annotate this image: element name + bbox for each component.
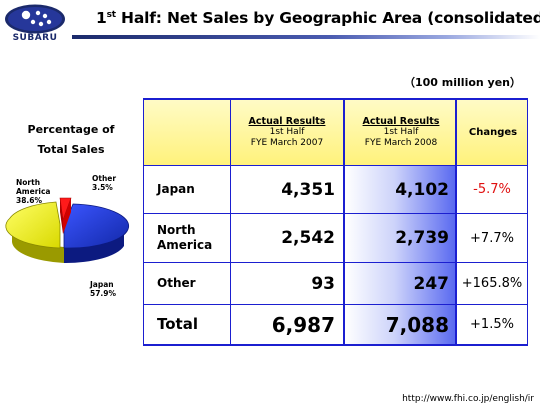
cell-other-change: +165.8%: [461, 276, 523, 291]
pie-slice-japan: [63, 203, 130, 249]
row-label-japan: Japan: [157, 182, 195, 196]
pie-label-north-america: North America 38.6%: [16, 178, 51, 205]
cell-other-fye2008: 247: [413, 273, 450, 294]
cell-other-fye2007: 93: [311, 273, 335, 294]
subaru-logo: [4, 4, 66, 48]
cell-total-change: +1.5%: [470, 317, 514, 332]
footer-url: http://www.fhi.co.jp/english/ir: [402, 394, 534, 404]
cell-north-america-fye2008: 2,739: [395, 228, 449, 248]
cell-japan-fye2008: 4,102: [395, 179, 449, 200]
pie-slice-other-side: [60, 198, 63, 234]
sales-table: Actual Results 1st Half FYE March 2007 A…: [143, 98, 528, 346]
sales-share-pie: [5, 197, 130, 264]
logo-wordmark: SUBARU: [12, 33, 58, 43]
pie-label-japan: Japan 57.9%: [90, 280, 117, 298]
slide-header: SUBARU 1st Half: Net Sales by Geographic…: [0, 0, 540, 52]
cell-north-america-fye2007: 2,542: [281, 228, 335, 248]
pleiades-star-icon: [5, 4, 65, 34]
header-divider: [72, 35, 540, 39]
header-fye-2007: Actual Results 1st Half FYE March 2007: [248, 115, 326, 148]
pie-title: Percentage of Total Sales: [27, 123, 115, 156]
cell-japan-change: -5.7%: [473, 182, 511, 197]
cell-total-fye2007: 6,987: [271, 312, 335, 337]
header-fye-2008: Actual Results 1st Half FYE March 2008: [362, 115, 440, 148]
cell-total-fye2008: 7,088: [385, 312, 449, 337]
header-changes: Changes: [468, 126, 518, 138]
row-label-north-america: North America: [157, 223, 213, 252]
row-label-other: Other: [157, 276, 196, 290]
cell-north-america-change: +7.7%: [470, 230, 514, 246]
unit-label: （100 million yen）: [404, 76, 522, 89]
pie-slice-japan-side: [64, 230, 124, 264]
row-label-total: Total: [157, 315, 198, 333]
page-title: 1st Half: Net Sales by Geographic Area (…: [96, 9, 540, 27]
pie-slice-north-america: [5, 201, 61, 249]
pie-label-other: Other 3.5%: [92, 174, 117, 192]
cell-japan-fye2007: 4,351: [281, 179, 335, 200]
